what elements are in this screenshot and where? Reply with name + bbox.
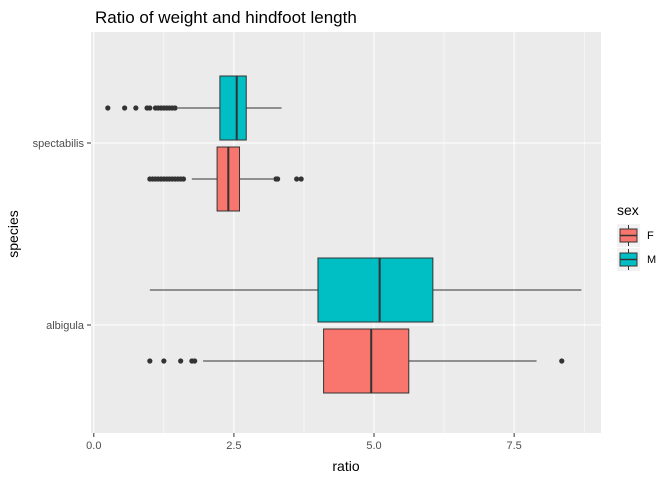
legend-label-M: M <box>647 254 656 266</box>
outlier-point <box>105 105 111 111</box>
box-albigula-M <box>317 257 434 323</box>
x-tick-label: 5.0 <box>366 440 381 452</box>
y-tick-label: albigula <box>46 320 85 332</box>
outlier-point <box>180 176 187 182</box>
y-tick-label: spectabilis <box>33 138 85 150</box>
axes: 0.0 2.5 5.0 7.5 albigula spectabilis <box>33 138 522 452</box>
legend-label-F: F <box>647 230 654 242</box>
outlier-point <box>161 358 167 364</box>
outlier-point <box>147 105 153 111</box>
y-axis-title: species <box>5 210 21 257</box>
x-tick-label: 2.5 <box>226 440 241 452</box>
outlier-point <box>298 176 304 182</box>
x-axis-title: ratio <box>332 458 359 474</box>
outlier-point <box>559 358 565 364</box>
outlier-point <box>122 105 128 111</box>
legend-title: sex <box>617 202 639 218</box>
outlier-point <box>147 358 153 364</box>
x-tick-label: 7.5 <box>506 440 521 452</box>
outlier-point <box>192 358 198 364</box>
outlier-point <box>294 176 300 182</box>
box-spectabilis-M <box>219 75 247 141</box>
outlier-point <box>178 358 184 364</box>
legend: sex FM <box>617 202 656 271</box>
outlier-point <box>172 105 178 111</box>
outlier-point <box>275 176 281 182</box>
chart-title: Ratio of weight and hindfoot length <box>95 8 357 27</box>
x-tick-label: 0.0 <box>86 440 101 452</box>
box-albigula-F <box>323 328 410 394</box>
plot-marks <box>105 75 582 394</box>
outlier-point <box>133 105 139 111</box>
